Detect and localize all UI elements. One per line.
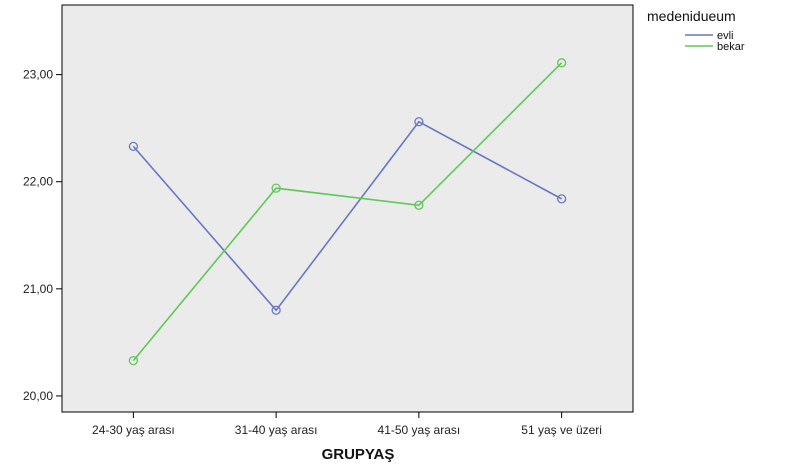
series-line-bekar bbox=[132, 62, 563, 362]
data-point-evli bbox=[414, 117, 424, 127]
data-point-evli bbox=[128, 141, 139, 152]
data-point-evli bbox=[271, 305, 281, 315]
x-tick-label: 31-40 yaş arası bbox=[235, 423, 318, 437]
legend-label-bekar: bekar bbox=[717, 41, 745, 53]
y-tick-label: 20,00 bbox=[23, 389, 53, 403]
data-point-bekar bbox=[271, 183, 281, 193]
x-tick-label: 24-30 yaş arası bbox=[92, 423, 175, 437]
y-tick-label: 22,00 bbox=[23, 175, 53, 189]
data-point-evli bbox=[556, 194, 567, 204]
x-tick-label: 41-50 yaş arası bbox=[378, 423, 461, 437]
legend-label-evli: evli bbox=[717, 30, 734, 42]
x-axis-title: GRUPYAŞ bbox=[322, 446, 395, 463]
x-axis: 24-30 yaş arası 31-40 yaş arası 41-50 yaş … bbox=[92, 412, 602, 437]
y-tick-label: 23,00 bbox=[23, 68, 53, 82]
legend-title: medenidueum bbox=[647, 8, 736, 24]
x-tick-label: 51 yaş ve üzeri bbox=[521, 423, 602, 437]
data-point-bekar bbox=[128, 355, 139, 366]
y-tick-label: 21,00 bbox=[23, 282, 53, 296]
series-layer bbox=[128, 58, 567, 366]
data-point-bekar bbox=[414, 200, 424, 210]
y-axis: 20,00 21,00 22,00 23,00 bbox=[23, 68, 62, 403]
series-line-evli bbox=[132, 120, 563, 312]
plot-area bbox=[61, 4, 634, 413]
data-point-bekar bbox=[556, 58, 567, 68]
